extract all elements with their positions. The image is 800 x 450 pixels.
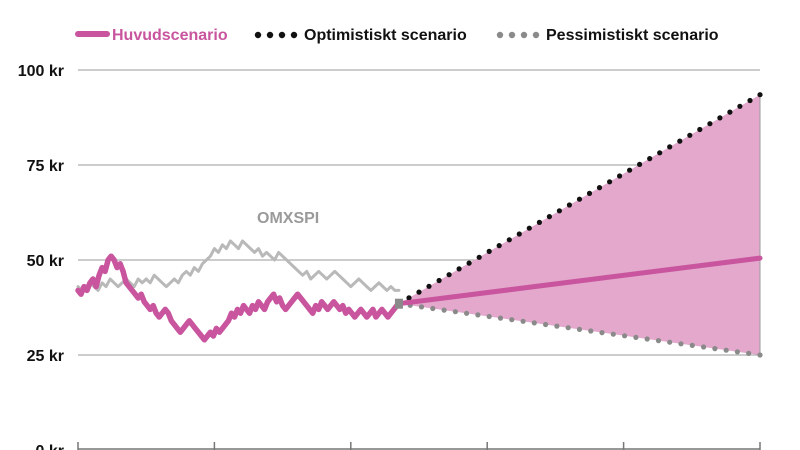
y-tick-label-50: 50 kr bbox=[27, 253, 64, 270]
legend: Huvudscenario Optimistiskt scenario Pess… bbox=[75, 27, 719, 44]
series-optimistiskt-dot bbox=[707, 121, 713, 127]
series-optimistiskt-dot bbox=[717, 115, 723, 121]
omxspi-label: OMXSPI bbox=[257, 210, 319, 227]
series-pessimistiskt-dot bbox=[633, 334, 639, 340]
series-pessimistiskt-dot bbox=[452, 309, 458, 315]
series-layer bbox=[75, 92, 763, 358]
y-tick-label-25: 25 kr bbox=[27, 348, 64, 365]
series-optimistiskt-dot bbox=[406, 295, 412, 301]
series-optimistiskt-dot bbox=[546, 214, 553, 220]
series-optimistiskt bbox=[396, 92, 763, 307]
series-pessimistiskt-dot bbox=[475, 312, 481, 318]
series-pessimistiskt-dot bbox=[757, 352, 763, 358]
series-optimistiskt-dot bbox=[747, 97, 753, 104]
series-pessimistiskt-dot bbox=[531, 320, 537, 326]
series-optimistiskt-dot bbox=[576, 196, 583, 202]
series-pessimistiskt-dot bbox=[599, 330, 605, 336]
legend-label-optimistiskt: Optimistiskt scenario bbox=[304, 27, 467, 44]
legend-label-huvudscenario: Huvudscenario bbox=[112, 27, 228, 44]
series-pessimistiskt-dot bbox=[734, 349, 741, 355]
series-optimistiskt-dot bbox=[657, 150, 663, 156]
series-optimistiskt-dot bbox=[617, 173, 623, 179]
series-pessimistiskt-dot bbox=[464, 310, 470, 316]
series-pessimistiskt-dot bbox=[701, 344, 707, 350]
series-optimistiskt-dot bbox=[607, 179, 613, 185]
series-pessimistiskt-dot bbox=[576, 326, 583, 332]
series-optimistiskt-dot bbox=[486, 248, 492, 254]
series-optimistiskt-dot bbox=[426, 283, 432, 289]
series-pessimistiskt-dot bbox=[486, 313, 492, 320]
series-optimistiskt-dot bbox=[677, 138, 683, 144]
series-optimistiskt-dot bbox=[697, 126, 703, 133]
series-pessimistiskt-dot bbox=[520, 318, 526, 324]
series-pessimistiskt-dot bbox=[712, 346, 718, 352]
series-pessimistiskt-dot bbox=[610, 331, 616, 337]
series-optimistiskt-dot bbox=[757, 92, 763, 98]
series-optimistiskt-dot bbox=[727, 109, 733, 115]
series-huvudscenario-projection bbox=[396, 255, 763, 307]
series-optimistiskt-dot bbox=[687, 132, 693, 138]
series-optimistiskt-dot bbox=[506, 237, 512, 243]
series-optimistiskt-dot bbox=[416, 289, 422, 295]
projection-start-marker bbox=[394, 298, 403, 309]
legend-swatch-optimistiskt bbox=[254, 31, 298, 39]
series-pessimistiskt-dot bbox=[723, 347, 729, 353]
series-optimistiskt-dot bbox=[456, 266, 462, 272]
series-pessimistiskt-dot bbox=[622, 333, 628, 339]
series-pessimistiskt-dot bbox=[430, 305, 436, 312]
series-pessimistiskt-dot bbox=[441, 307, 447, 313]
series-pessimistiskt-dot bbox=[497, 315, 504, 321]
series-optimistiskt-dot bbox=[647, 156, 653, 162]
series-pessimistiskt-dot bbox=[655, 338, 662, 344]
series-pessimistiskt-dot bbox=[509, 317, 515, 323]
series-optimistiskt-dot bbox=[496, 243, 502, 249]
legend-swatch-pessimistiskt bbox=[496, 31, 540, 39]
series-optimistiskt-dot bbox=[466, 260, 472, 266]
series-optimistiskt-dot bbox=[596, 185, 603, 191]
series-optimistiskt-dot bbox=[566, 202, 573, 208]
series-pessimistiskt-dot bbox=[543, 321, 549, 328]
series-pessimistiskt-dot bbox=[588, 328, 594, 334]
series-optimistiskt-dot bbox=[536, 219, 543, 225]
y-tick-label-75: 75 kr bbox=[27, 158, 64, 175]
series-pessimistiskt-dot bbox=[554, 323, 560, 329]
series-optimistiskt-dot bbox=[446, 272, 452, 278]
scenario-range-band bbox=[398, 94, 760, 355]
series-huvudscenario-history bbox=[75, 253, 402, 343]
scenario-band bbox=[398, 94, 761, 355]
series-optimistiskt-dot bbox=[737, 103, 743, 109]
y-tick-label-0: 0 kr bbox=[36, 443, 64, 450]
series-pessimistiskt-dot bbox=[667, 339, 673, 345]
series-pessimistiskt-dot bbox=[689, 342, 695, 348]
series-optimistiskt-dot bbox=[556, 208, 563, 214]
series-omxspi bbox=[76, 239, 401, 292]
series-pessimistiskt-dot bbox=[746, 350, 752, 356]
y-axis-ticks: 0 kr 25 kr 50 kr 75 kr 100 kr bbox=[18, 63, 64, 450]
series-optimistiskt-dot bbox=[586, 190, 593, 196]
series-optimistiskt-dot bbox=[627, 167, 633, 173]
series-optimistiskt-dot bbox=[476, 254, 482, 260]
series-pessimistiskt-dot bbox=[678, 341, 684, 347]
series-optimistiskt-dot bbox=[436, 277, 442, 284]
x-axis bbox=[77, 442, 761, 450]
series-pessimistiskt-dot bbox=[418, 304, 425, 310]
series-optimistiskt-dot bbox=[526, 225, 532, 231]
series-pessimistiskt-dot bbox=[644, 336, 650, 342]
y-tick-label-100: 100 kr bbox=[18, 63, 64, 80]
series-optimistiskt-dot bbox=[667, 144, 673, 150]
series-optimistiskt-dot bbox=[637, 161, 643, 167]
series-pessimistiskt-dot bbox=[565, 325, 571, 331]
series-optimistiskt-dot bbox=[516, 231, 522, 237]
legend-label-pessimistiskt: Pessimistiskt scenario bbox=[546, 27, 719, 44]
